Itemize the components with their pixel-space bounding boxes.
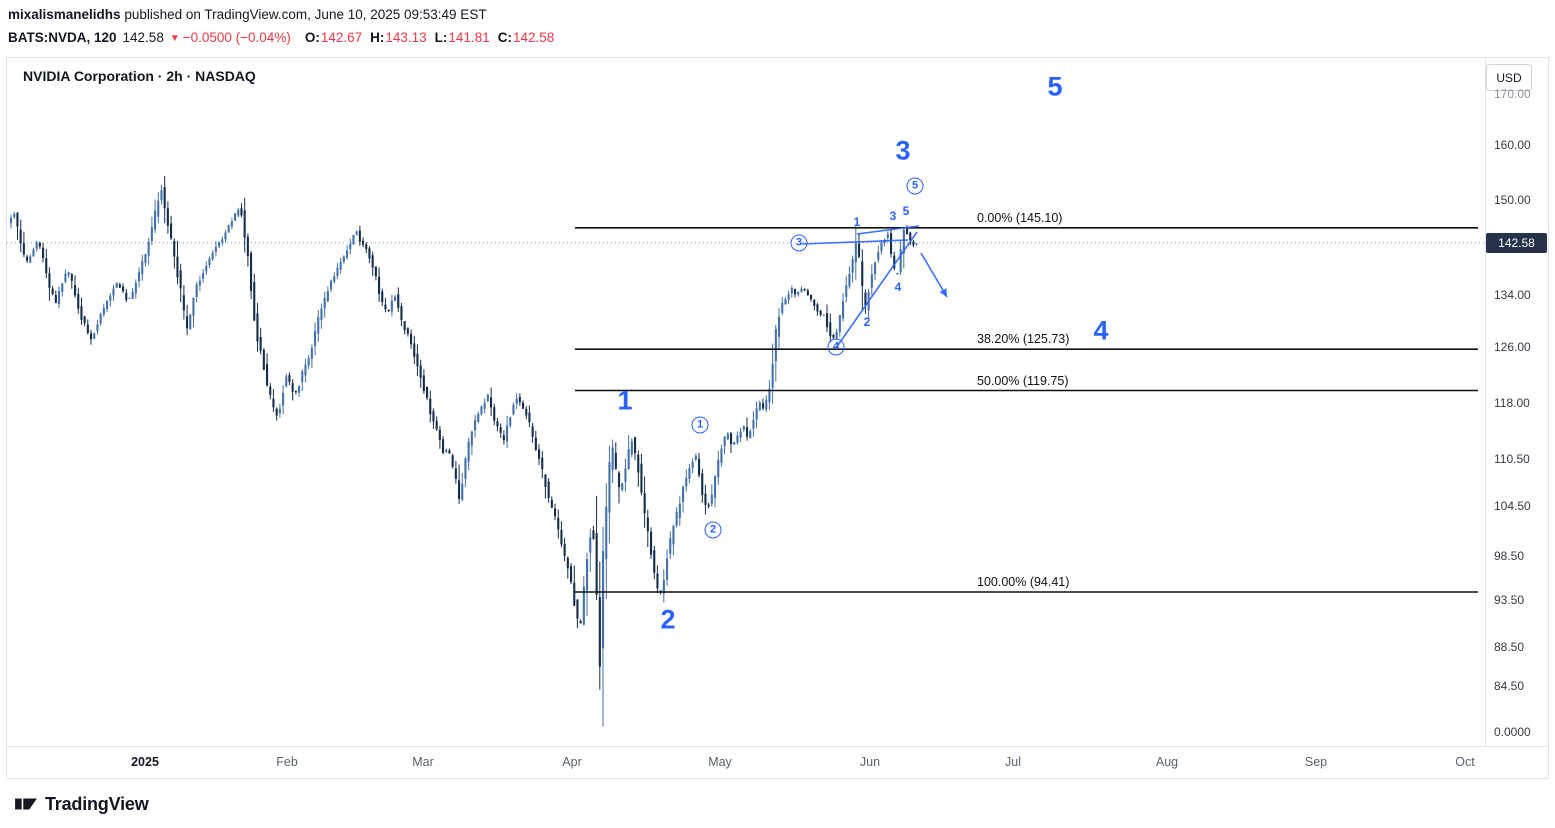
- close-value: 142.58: [512, 30, 555, 45]
- price-axis-label: 134.00: [1494, 288, 1531, 303]
- close-label: C:: [497, 30, 512, 45]
- time-axis-label: Oct: [1455, 755, 1475, 769]
- high-value: 143.13: [385, 30, 427, 45]
- last-price-badge: 142.58: [1486, 232, 1547, 253]
- price-axis-label: 170.00: [1494, 86, 1531, 101]
- time-axis-label: Mar: [412, 755, 434, 769]
- time-axis-label: Feb: [276, 755, 298, 769]
- open-value: 142.67: [320, 30, 363, 45]
- ticker-line: BATS:NVDA, 120 142.58 ▼ −0.0500 (−0.04%) O:1…: [8, 30, 554, 45]
- down-triangle-icon: ▼: [169, 33, 180, 44]
- publisher-name: mixalismanelidhs: [8, 7, 121, 22]
- high-label: H:: [370, 30, 385, 45]
- price-axis-label: 0.0000: [1494, 725, 1531, 739]
- time-axis-label: 2025: [131, 755, 159, 769]
- price-axis-label: 126.00: [1494, 340, 1531, 355]
- price-axis-label: 84.50: [1494, 678, 1525, 693]
- publish-info: published on TradingView.com, June 10, 2…: [120, 7, 487, 22]
- candlestick-chart[interactable]: [7, 58, 1485, 746]
- time-axis-label: Jun: [859, 755, 881, 769]
- time-axis-label: Jul: [1005, 755, 1021, 769]
- time-axis-label: Aug: [1155, 755, 1179, 769]
- price-axis-label: 150.00: [1494, 192, 1531, 207]
- time-axis-separator: [7, 746, 1548, 747]
- price-axis-label: 98.50: [1494, 549, 1525, 564]
- time-axis-label: May: [708, 755, 732, 769]
- last-price: 142.58: [122, 30, 164, 45]
- tradingview-mark-icon: [15, 798, 37, 810]
- price-axis-separator: [1485, 58, 1486, 746]
- publish-line: mixalismanelidhs published on TradingVie…: [8, 7, 487, 22]
- price-axis-label: 88.50: [1494, 639, 1525, 654]
- currency-button[interactable]: USD: [1486, 64, 1532, 91]
- price-axis-label: 93.50: [1494, 593, 1525, 608]
- chart-panel: 0.00% (145.10) 38.20% (125.73) 50.00% (119…: [6, 57, 1549, 779]
- time-axis[interactable]: 2025 Feb Mar Apr May Jun Jul Aug Sep Oct: [7, 747, 1548, 778]
- time-axis-label: Sep: [1304, 755, 1328, 769]
- price-axis-label: 118.00: [1494, 395, 1530, 410]
- price-change: −0.0500 (−0.04%): [182, 30, 291, 45]
- price-axis-label: 110.50: [1494, 451, 1530, 466]
- chart-title: NVIDIA Corporation · 2h · NASDAQ: [23, 68, 256, 84]
- tradingview-logo[interactable]: TradingView: [14, 792, 149, 816]
- price-axis[interactable]: 170.00 160.00 150.00 134.00 126.00 118.00 110.…: [1486, 58, 1548, 746]
- symbol-interval: BATS:NVDA, 120: [8, 30, 117, 45]
- open-label: O:: [304, 30, 320, 45]
- low-label: L:: [434, 30, 448, 45]
- price-axis-label: 160.00: [1494, 138, 1531, 152]
- low-value: 141.81: [448, 30, 490, 45]
- price-axis-label: 104.50: [1494, 498, 1531, 513]
- time-axis-label: Apr: [562, 755, 582, 769]
- tradingview-wordmark: TradingView: [45, 793, 149, 814]
